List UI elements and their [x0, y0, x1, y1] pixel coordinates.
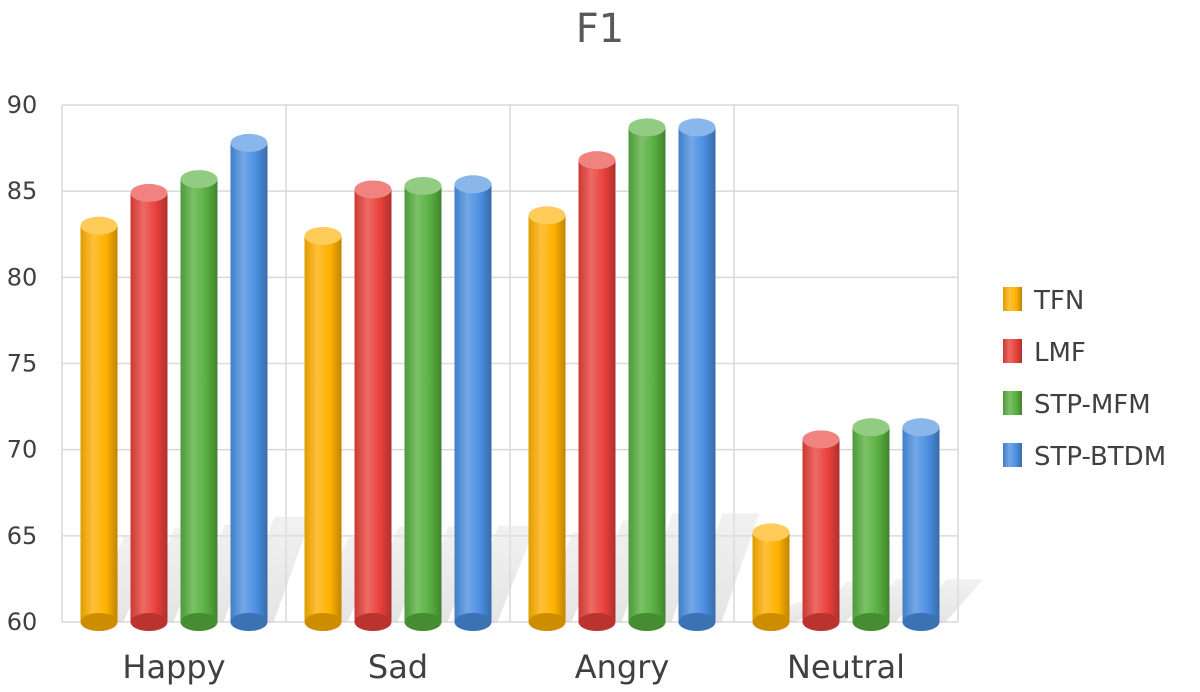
bar-base [902, 613, 940, 631]
legend-item: STP-MFM [1003, 390, 1151, 420]
bar-cap [628, 118, 666, 137]
legend-swatch [1003, 443, 1022, 467]
bar-base [578, 613, 616, 631]
x-tick-label: Angry [575, 648, 670, 686]
bar-base [678, 613, 716, 631]
y-tick-label: 70 [7, 436, 38, 464]
bar-body [628, 127, 666, 623]
bar-body [230, 142, 268, 622]
y-tick-label: 85 [7, 177, 38, 205]
x-tick-label: Happy [122, 648, 225, 686]
bar-body [354, 189, 392, 622]
bar [528, 206, 566, 631]
bar-cap [902, 418, 940, 437]
y-tick-label: 80 [7, 263, 38, 291]
bar [902, 418, 940, 631]
bar [80, 216, 118, 631]
bar-base [304, 613, 342, 631]
bar [230, 133, 268, 631]
bar-cap [304, 226, 342, 245]
bar-cap [752, 523, 790, 542]
bar-body [180, 179, 218, 622]
bar-body [454, 184, 492, 623]
bar-base [628, 613, 666, 631]
legend-label: STP-MFM [1034, 390, 1151, 420]
bar-cap [80, 216, 118, 235]
bar-cap [180, 170, 218, 189]
x-tick-label: Sad [368, 648, 428, 686]
bar [752, 523, 790, 631]
bar-base [404, 613, 442, 631]
bar-body [304, 235, 342, 622]
bar [404, 176, 442, 631]
bar-base [752, 613, 790, 631]
legend-label: LMF [1034, 338, 1086, 368]
bar [802, 430, 840, 631]
bar-cap [404, 176, 442, 195]
y-tick-label: 75 [7, 350, 38, 378]
bar-base [852, 613, 890, 631]
bar [454, 175, 492, 631]
bar [180, 170, 218, 631]
bar-base [180, 613, 218, 631]
legend: TFN LMF STP-MFM STP-BTDM [1003, 286, 1166, 472]
legend-swatch [1003, 391, 1022, 415]
bar [628, 118, 666, 631]
bar-base [528, 613, 566, 631]
bar-cap [130, 183, 168, 202]
bars [80, 118, 940, 631]
bar-body [902, 427, 940, 622]
bar [852, 418, 890, 631]
legend-item: TFN [1003, 286, 1084, 316]
y-tick-label: 90 [7, 91, 38, 119]
legend-label: TFN [1033, 286, 1084, 316]
bar-body [528, 215, 566, 622]
bar-body [678, 127, 716, 623]
legend-item: LMF [1003, 338, 1086, 368]
bar-cap [354, 180, 392, 199]
bar-body [80, 225, 118, 622]
bar-body [802, 439, 840, 622]
bar-body [852, 427, 890, 622]
y-tick-label: 65 [7, 522, 38, 550]
bar-body [752, 532, 790, 622]
bar [130, 183, 168, 631]
x-tick-label: Neutral [787, 648, 905, 686]
bar-body [578, 160, 616, 622]
legend-label: STP-BTDM [1034, 442, 1166, 472]
bar [678, 118, 716, 631]
bar-cap [528, 206, 566, 225]
bar-base [130, 613, 168, 631]
legend-swatch [1003, 339, 1022, 363]
bar-cap [852, 418, 890, 437]
bar [354, 180, 392, 631]
y-axis: 60 65 70 75 80 85 90 [7, 91, 38, 636]
bar [578, 151, 616, 631]
bar-base [454, 613, 492, 631]
bar-cap [578, 151, 616, 170]
bar-cap [678, 118, 716, 137]
bar-base [80, 613, 118, 631]
legend-swatch [1003, 287, 1022, 311]
bar-cap [454, 175, 492, 194]
bar-base [230, 613, 268, 631]
bar [304, 226, 342, 631]
bar-base [802, 613, 840, 631]
bar-base [354, 613, 392, 631]
bar-body [130, 192, 168, 622]
legend-item: STP-BTDM [1003, 442, 1166, 472]
x-axis: Happy Sad Angry Neutral [122, 648, 905, 686]
bar-body [404, 185, 442, 622]
bar-cap [230, 133, 268, 152]
y-tick-label: 60 [7, 608, 38, 636]
bar-cap [802, 430, 840, 449]
chart-title: F1 [576, 6, 624, 52]
